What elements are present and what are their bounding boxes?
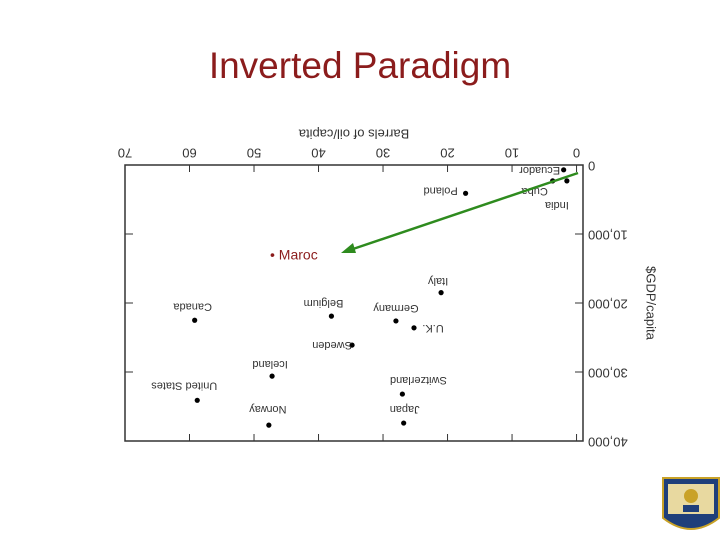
point-label: Iceland bbox=[252, 358, 287, 370]
point bbox=[399, 391, 405, 397]
point-label: Canada bbox=[173, 300, 212, 312]
x-axis-label: Barrels of oil/capita bbox=[298, 127, 409, 142]
point-label: Sweden bbox=[312, 339, 352, 351]
point bbox=[561, 167, 567, 173]
point-label: United States bbox=[151, 379, 218, 391]
x-tick-label: 10 bbox=[505, 146, 519, 161]
point bbox=[401, 420, 407, 426]
point-label: U.K. bbox=[422, 322, 443, 334]
point-label: India bbox=[544, 199, 569, 211]
y-tick-label: 30,000 bbox=[588, 366, 628, 381]
y-tick-label: 10,000 bbox=[588, 228, 628, 243]
x-tick-label: 20 bbox=[440, 146, 454, 161]
annotation: • Maroc bbox=[270, 247, 318, 263]
x-tick-label: 40 bbox=[311, 146, 325, 161]
x-tick-label: 0 bbox=[573, 146, 580, 161]
x-tick-label: 50 bbox=[247, 146, 261, 161]
arrow bbox=[349, 171, 579, 252]
point bbox=[328, 313, 335, 319]
point-label: Belgium bbox=[304, 297, 344, 309]
arrow-head bbox=[341, 243, 356, 253]
point-label: Cuba bbox=[521, 185, 548, 197]
point bbox=[462, 190, 469, 196]
point bbox=[411, 325, 417, 331]
point bbox=[266, 422, 272, 428]
point-label: Poland bbox=[423, 184, 457, 196]
point-label: Ecuador bbox=[519, 164, 560, 176]
point bbox=[393, 318, 399, 324]
point-label: Norway bbox=[249, 403, 287, 415]
slide-title: Inverted Paradigm bbox=[209, 45, 511, 86]
point-label: Italy bbox=[428, 275, 449, 287]
point bbox=[564, 178, 570, 184]
x-tick-label: 60 bbox=[182, 146, 196, 161]
y-tick-label: 40,000 bbox=[588, 435, 628, 450]
point bbox=[194, 397, 200, 403]
point bbox=[192, 317, 198, 323]
y-tick-label: 0 bbox=[588, 159, 595, 174]
point bbox=[349, 342, 355, 348]
point bbox=[269, 373, 275, 379]
point-label: Germany bbox=[373, 302, 419, 314]
chart: 0 10 20 30 40 50 60 70 0 10,000 20,000 30,000 40,000… bbox=[118, 127, 659, 450]
y-tick-label: 20,000 bbox=[588, 297, 628, 312]
logo bbox=[662, 477, 720, 530]
point-label: Switzerland bbox=[390, 374, 447, 386]
point-label: Japan bbox=[390, 403, 420, 415]
x-tick-label: 70 bbox=[118, 146, 132, 161]
y-axis-label: $GDP/capita bbox=[644, 266, 659, 340]
x-tick-label: 30 bbox=[376, 146, 390, 161]
point bbox=[438, 290, 444, 296]
